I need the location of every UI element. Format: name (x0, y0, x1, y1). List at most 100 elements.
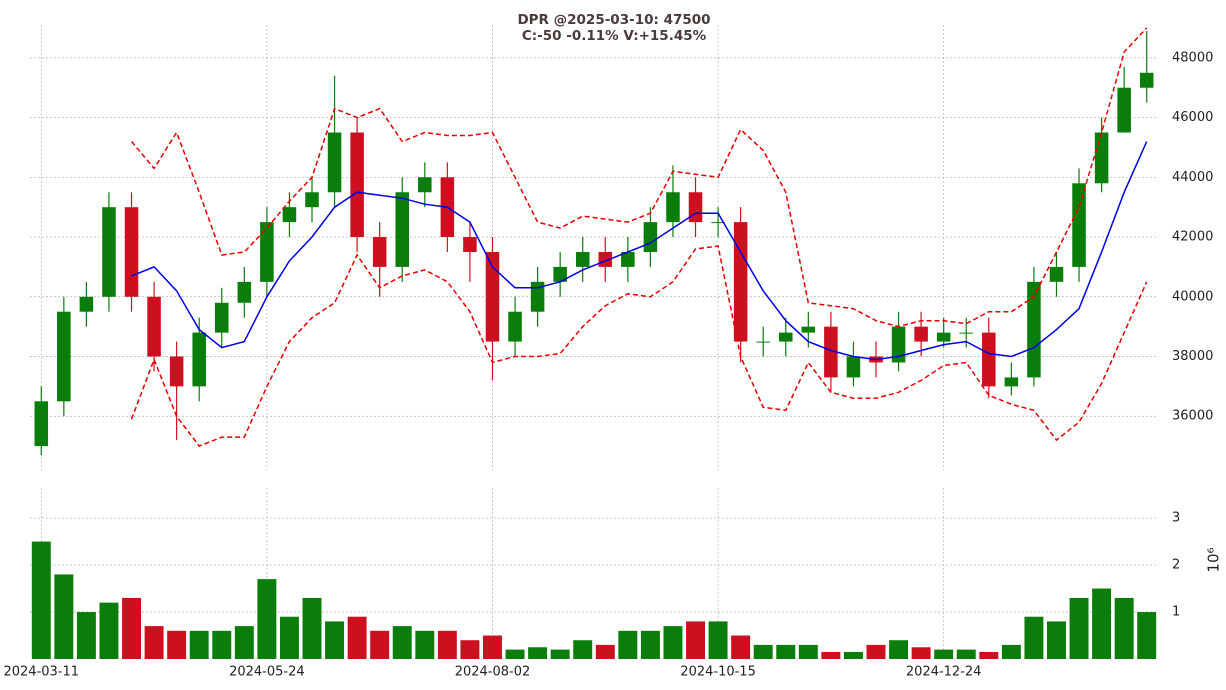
volume-bar (279, 616, 299, 659)
volume-bar (528, 647, 548, 659)
x-tick-label: 2024-05-24 (229, 665, 305, 680)
candle-body (57, 311, 71, 402)
y-tick-label: 40000 (1172, 289, 1213, 304)
chart-subtitle: C:-50 -0.11% V:+15.45% (522, 28, 707, 44)
candle-body (846, 356, 861, 378)
x-tick-label: 2024-12-24 (906, 665, 982, 680)
x-tick-label: 2024-10-15 (680, 665, 756, 680)
indicator-line (130, 245, 1148, 448)
volume-bar (76, 612, 96, 659)
volume-bar (798, 644, 818, 659)
candle-body (959, 332, 974, 334)
candle-body (801, 326, 816, 333)
volume-bar (1114, 597, 1134, 659)
volume-bar (1069, 597, 1089, 659)
candle-body (666, 192, 680, 223)
volume-bar (821, 651, 841, 659)
y-tick-label: 46000 (1172, 110, 1213, 125)
volume-bar (167, 630, 187, 659)
volume-bar (212, 630, 232, 659)
candle-body (982, 332, 996, 387)
volume-bar (392, 626, 412, 659)
volume-bar (866, 644, 886, 659)
candle-body (305, 192, 319, 208)
volume-bar (1024, 616, 1044, 659)
candle-body (395, 192, 410, 267)
volume-bar (843, 651, 863, 659)
volume-bar (460, 640, 480, 659)
candle-body (34, 401, 49, 447)
volume-bar (31, 541, 51, 659)
indicator-line (131, 141, 1148, 361)
volume-tick-label: 2 (1172, 558, 1180, 573)
volume-bar (347, 616, 367, 659)
volume-bar (1047, 621, 1066, 659)
y-tick-label: 38000 (1172, 349, 1213, 364)
volume-bar (122, 597, 141, 659)
volume-bar (550, 649, 570, 659)
candle-body (1049, 266, 1064, 282)
volume-bar (1137, 612, 1157, 659)
candle-body (1027, 281, 1041, 378)
candle-body (102, 207, 116, 297)
candle-body (169, 356, 184, 387)
volume-bar (686, 621, 705, 659)
volume-tick-label: 3 (1172, 511, 1180, 526)
candle-body (1139, 72, 1154, 88)
candle-body (260, 222, 274, 282)
volume-bar (731, 635, 751, 659)
volume-bar (595, 644, 615, 659)
volume-bar (325, 621, 345, 659)
volume-bar (979, 651, 999, 659)
candle-body (508, 311, 522, 342)
volume-bar (302, 597, 322, 659)
volume-bar (257, 579, 277, 659)
candle-body (621, 251, 635, 267)
volume-bar (99, 602, 119, 659)
candle-body (418, 177, 432, 193)
volume-bar (1092, 588, 1112, 659)
volume-bar (437, 630, 457, 659)
volume-bar (956, 649, 976, 659)
y-tick-label: 42000 (1172, 230, 1213, 245)
volume-bar (753, 644, 773, 659)
candle-body (553, 266, 567, 282)
volume-bar (415, 630, 435, 659)
volume-bar (640, 630, 660, 659)
volume-bar (505, 649, 525, 659)
candle-body (530, 281, 545, 312)
candle-body (914, 326, 928, 342)
x-tick-label: 2024-08-02 (455, 665, 531, 680)
volume-bar (1001, 644, 1021, 659)
candle-body (575, 251, 590, 267)
candle-body (79, 296, 94, 312)
candle-body (350, 132, 364, 238)
volume-bar (663, 626, 683, 659)
volume-bar (911, 647, 931, 659)
y-tick-label: 36000 (1172, 409, 1213, 424)
candle-body (147, 296, 161, 357)
chart-title: DPR @2025-03-10: 47500 (517, 12, 710, 28)
candle-body (891, 326, 906, 363)
candle-body (756, 341, 770, 343)
candle-body (778, 332, 793, 342)
candle-body (124, 207, 139, 297)
candle-body (237, 281, 252, 303)
candle-body (282, 207, 297, 223)
candle-body (192, 332, 206, 387)
candle-body (1117, 87, 1131, 133)
volume-bar (370, 630, 390, 659)
volume-bar (889, 640, 909, 659)
candle-body (1072, 183, 1086, 267)
candle-body (463, 237, 477, 252)
y-tick-label: 48000 (1172, 50, 1213, 65)
candle-body (327, 132, 342, 193)
candle-body (1004, 377, 1019, 387)
volume-bar (708, 621, 728, 659)
indicator-line (130, 27, 1148, 328)
x-tick-label: 2024-03-11 (3, 665, 79, 680)
candle-body (824, 326, 838, 378)
candle-body (936, 332, 951, 342)
volume-bar (234, 626, 254, 659)
